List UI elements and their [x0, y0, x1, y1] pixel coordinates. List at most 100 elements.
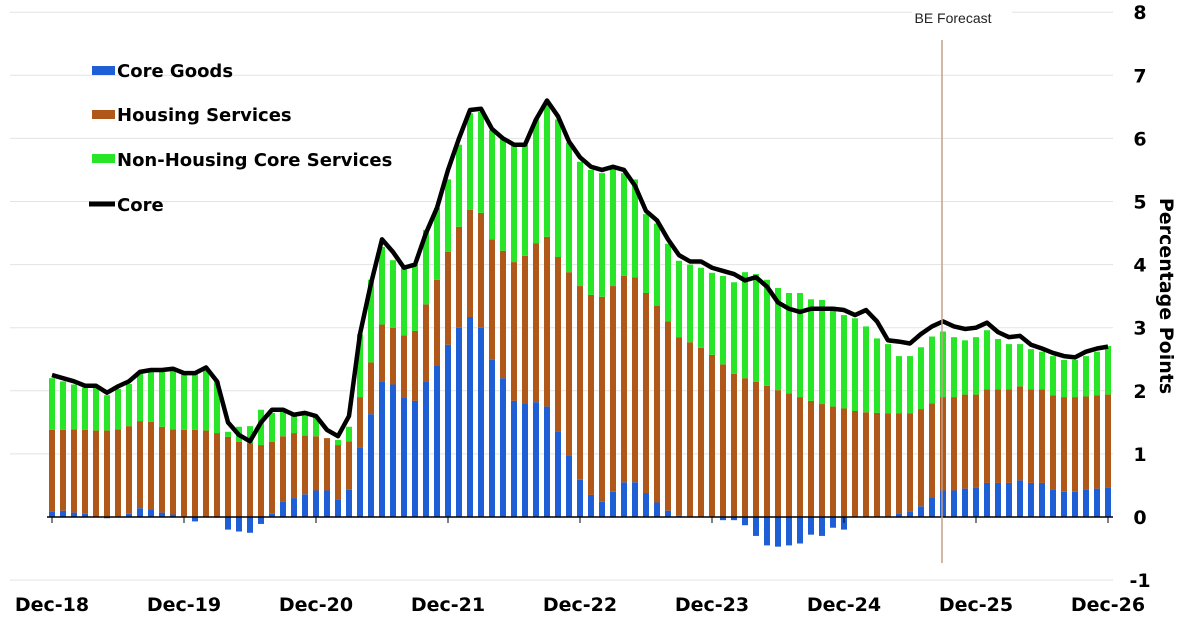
bar-housing-services — [764, 385, 770, 517]
bar-non-housing-core-services — [423, 229, 429, 305]
bar-core-goods — [984, 482, 990, 517]
bar-housing-services — [852, 410, 858, 517]
bar-core-goods — [368, 414, 374, 517]
bar-housing-services — [1061, 397, 1067, 492]
bar-core-goods — [357, 447, 363, 517]
bar-housing-services — [665, 321, 671, 511]
y-tick-label: 1 — [1133, 444, 1146, 466]
bar-housing-services — [929, 403, 935, 498]
bar-non-housing-core-services — [896, 356, 902, 414]
bar-core-goods — [940, 490, 946, 517]
bar-non-housing-core-services — [577, 161, 583, 287]
bar-housing-services — [60, 429, 66, 511]
bar-core-goods — [1083, 489, 1089, 517]
bar-core-goods — [819, 517, 825, 536]
bar-housing-services — [456, 226, 462, 328]
bar-housing-services — [654, 305, 660, 503]
y-tick-label: 7 — [1133, 65, 1146, 87]
bar-housing-services — [687, 342, 693, 517]
bar-non-housing-core-services — [291, 414, 297, 434]
bar-core-goods — [742, 517, 748, 526]
bar-housing-services — [126, 426, 132, 514]
bar-non-housing-core-services — [1006, 344, 1012, 390]
bar-housing-services — [522, 255, 528, 404]
bar-housing-services — [1050, 395, 1056, 490]
bar-non-housing-core-services — [841, 315, 847, 409]
bar-core-goods — [764, 517, 770, 546]
x-tick-label: Dec-23 — [675, 594, 749, 616]
bar-core-goods — [555, 431, 561, 517]
bar-housing-services — [643, 292, 649, 494]
bar-non-housing-core-services — [676, 260, 682, 338]
bar-housing-services — [1028, 389, 1034, 483]
bar-core-goods — [896, 513, 902, 517]
bar-housing-services — [577, 286, 583, 480]
bar-non-housing-core-services — [522, 144, 528, 256]
bar-housing-services — [885, 413, 891, 517]
y-tick-label: 2 — [1133, 381, 1146, 403]
bar-non-housing-core-services — [555, 119, 561, 258]
bar-non-housing-core-services — [588, 169, 594, 295]
bar-non-housing-core-services — [115, 388, 121, 430]
bar-non-housing-core-services — [170, 369, 176, 430]
bar-non-housing-core-services — [214, 381, 220, 434]
y-tick-label: -1 — [1129, 570, 1150, 592]
bar-housing-services — [797, 397, 803, 517]
x-tick-label: Dec-18 — [15, 594, 89, 616]
x-tick-label: Dec-22 — [543, 594, 617, 616]
legend-swatch-housing-services — [92, 110, 115, 119]
bar-core-goods — [49, 511, 55, 517]
bar-non-housing-core-services — [544, 104, 550, 237]
bar-core-goods — [346, 489, 352, 517]
bar-core-goods — [379, 381, 385, 517]
bar-non-housing-core-services — [984, 330, 990, 390]
bar-non-housing-core-services — [731, 282, 737, 374]
legend-item-non-housing-core-services: Non-Housing Core Services — [92, 150, 392, 171]
bar-core-goods — [467, 316, 473, 517]
bar-non-housing-core-services — [181, 373, 187, 430]
legend-label: Core Goods — [117, 61, 233, 82]
bar-non-housing-core-services — [137, 373, 143, 422]
bar-core-goods — [1006, 482, 1012, 517]
bar-housing-services — [148, 421, 154, 510]
bar-housing-services — [863, 412, 869, 517]
bar-non-housing-core-services — [665, 243, 671, 322]
bar-non-housing-core-services — [1028, 349, 1034, 390]
bar-housing-services — [49, 429, 55, 512]
bar-non-housing-core-services — [819, 299, 825, 405]
bar-core-goods — [731, 517, 737, 521]
bar-non-housing-core-services — [1039, 351, 1045, 390]
x-tick-label: Dec-21 — [411, 594, 485, 616]
y-tick-label: 0 — [1133, 507, 1146, 529]
x-axis-tick-labels: Dec-18 Dec-19 Dec-20 Dec-21 Dec-22 Dec-23 Dec-… — [15, 594, 1145, 616]
bar-non-housing-core-services — [1072, 359, 1078, 398]
x-tick-label: Dec-24 — [807, 594, 881, 616]
bar-housing-services — [720, 364, 726, 517]
forecast-annotation: BE Forecast — [912, 6, 1012, 563]
bar-non-housing-core-services — [907, 356, 913, 414]
bar-housing-services — [82, 429, 88, 514]
bar-core-goods — [1105, 487, 1111, 517]
bar-core-goods — [1017, 480, 1023, 517]
y-tick-label: 3 — [1133, 318, 1146, 340]
bar-core-goods — [60, 510, 66, 517]
bar-core-goods — [313, 490, 319, 517]
forecast-label: BE Forecast — [914, 10, 991, 26]
bar-non-housing-core-services — [632, 179, 638, 278]
bar-non-housing-core-services — [148, 371, 154, 422]
x-tick-label: Dec-25 — [939, 594, 1013, 616]
bar-core-goods — [808, 517, 814, 535]
bar-housing-services — [962, 394, 968, 489]
bar-housing-services — [269, 441, 275, 514]
bar-housing-services — [1039, 389, 1045, 483]
bar-non-housing-core-services — [830, 306, 836, 407]
bar-non-housing-core-services — [357, 334, 363, 398]
legend: Core Goods Housing Services Non-Housing … — [89, 61, 392, 216]
bar-non-housing-core-services — [621, 173, 627, 276]
bar-housing-services — [621, 275, 627, 483]
bar-core-goods — [335, 499, 341, 517]
bar-housing-services — [830, 406, 836, 517]
bar-non-housing-core-services — [302, 414, 308, 436]
bar-core-goods — [225, 517, 231, 530]
bar-non-housing-core-services — [929, 336, 935, 404]
